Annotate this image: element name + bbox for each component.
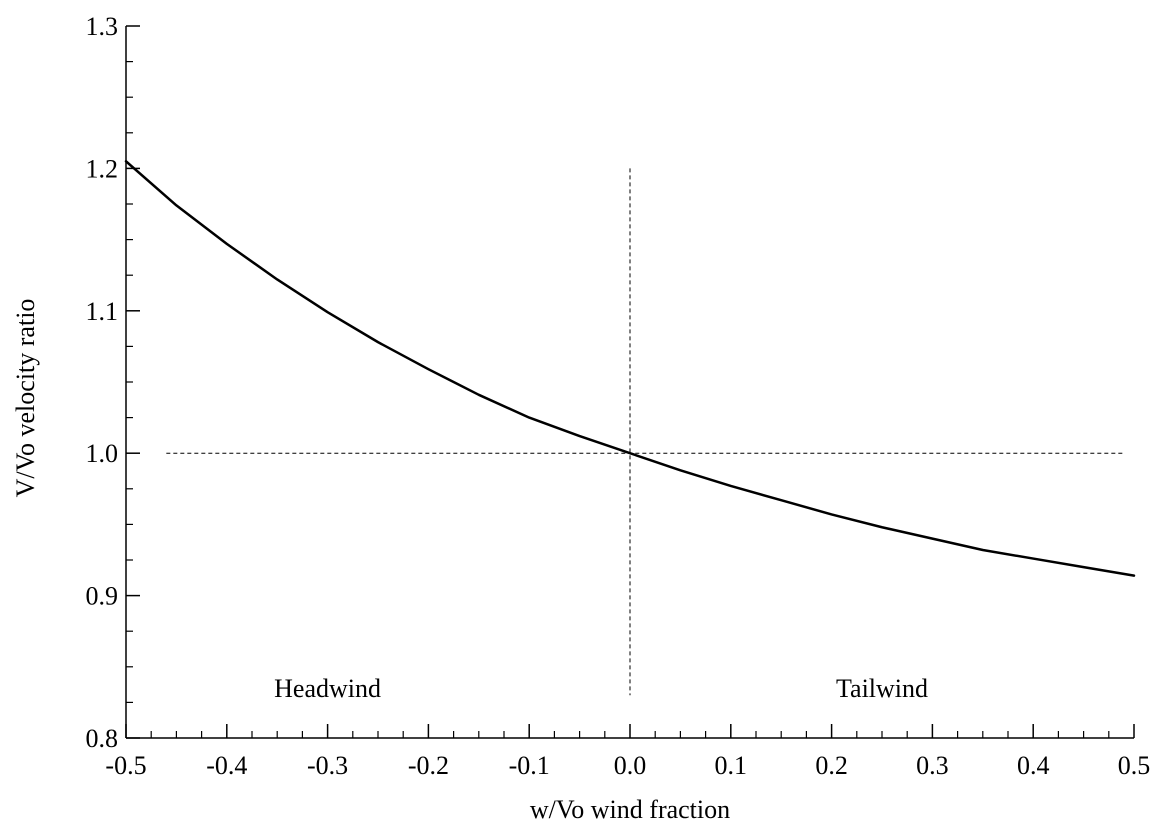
x-tick-label: -0.3 bbox=[307, 751, 348, 780]
x-tick-label: -0.2 bbox=[408, 751, 449, 780]
x-axis-title: w/Vo wind fraction bbox=[530, 795, 730, 824]
annotations: Headwind Tailwind bbox=[274, 674, 928, 703]
y-tick-label: 1.3 bbox=[86, 12, 119, 41]
series-group bbox=[124, 160, 1136, 577]
y-tick-label: 0.8 bbox=[86, 724, 119, 753]
x-tick-label: 0.2 bbox=[815, 751, 848, 780]
x-tick-label: -0.1 bbox=[509, 751, 550, 780]
annotation-tailwind: Tailwind bbox=[836, 674, 928, 703]
y-tick-label: 1.0 bbox=[86, 439, 119, 468]
x-tick-label: 0.0 bbox=[614, 751, 647, 780]
y-tick-label: 1.1 bbox=[86, 297, 119, 326]
y-tick-label: 0.9 bbox=[86, 582, 119, 611]
y-axis-title: V/Vo velocity ratio bbox=[11, 299, 40, 498]
x-tick-label: -0.5 bbox=[105, 751, 146, 780]
x-tick-label: 0.5 bbox=[1118, 751, 1151, 780]
y-tick-label: 1.2 bbox=[86, 154, 119, 183]
x-ticks: -0.5 -0.4 -0.3 -0.2 -0.1 0.0 0.1 0.2 0.3 0.4 0.5 bbox=[105, 724, 1150, 780]
x-tick-label: 0.1 bbox=[715, 751, 748, 780]
series-line bbox=[124, 160, 1136, 577]
x-tick-label: 0.3 bbox=[916, 751, 949, 780]
x-tick-label: -0.4 bbox=[206, 751, 247, 780]
y-ticks: 0.8 0.9 1.0 1.1 1.2 1.3 bbox=[86, 12, 140, 753]
annotation-headwind: Headwind bbox=[274, 674, 381, 703]
x-tick-label: 0.4 bbox=[1017, 751, 1050, 780]
reference-lines bbox=[166, 168, 1124, 696]
